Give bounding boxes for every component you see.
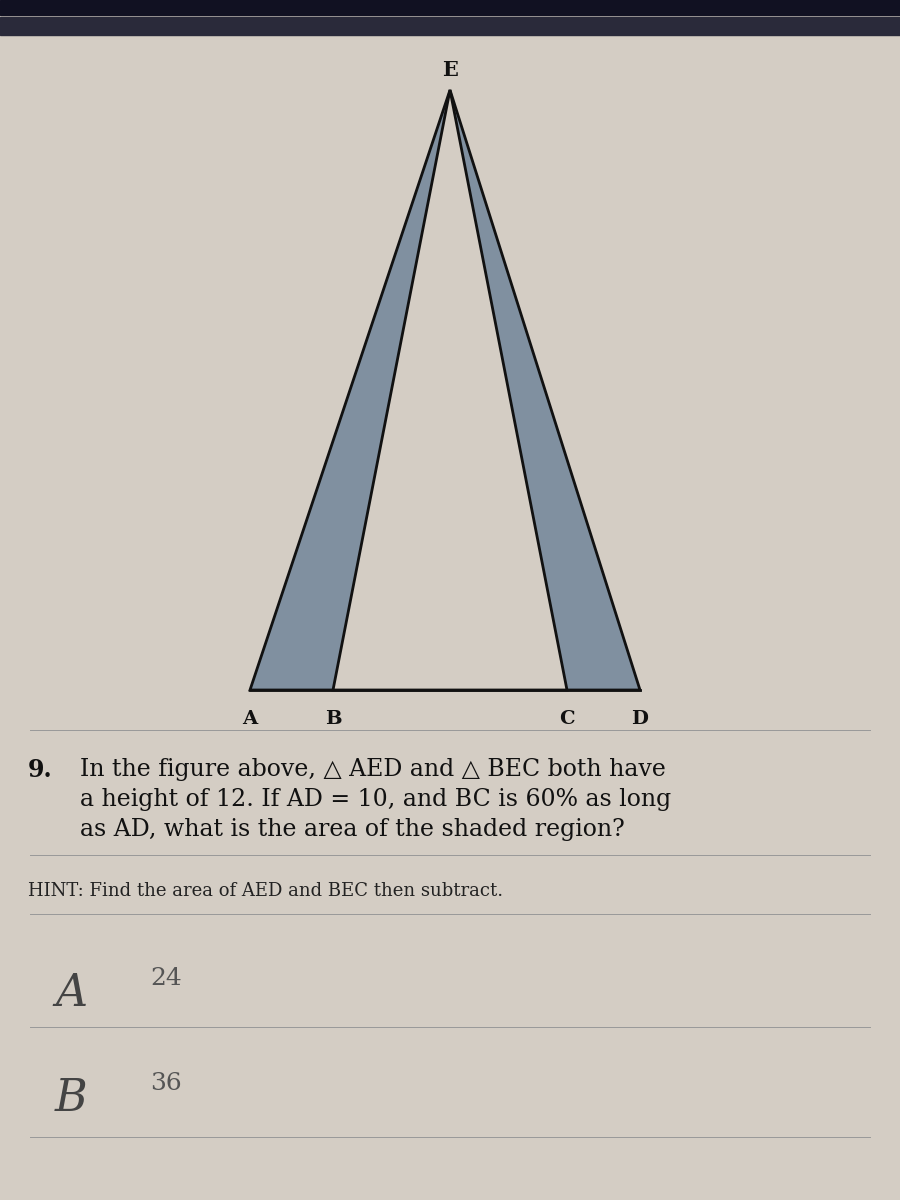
- Text: as AD, what is the area of the shaded region?: as AD, what is the area of the shaded re…: [80, 818, 625, 841]
- Text: 36: 36: [150, 1072, 182, 1094]
- Text: a height of 12. If AD = 10, and BC is 60% as long: a height of 12. If AD = 10, and BC is 60…: [80, 788, 671, 811]
- Text: B: B: [325, 710, 341, 728]
- Text: B: B: [55, 1078, 88, 1120]
- Text: HINT: Find the area of AED and BEC then subtract.: HINT: Find the area of AED and BEC then …: [28, 882, 503, 900]
- Text: E: E: [442, 60, 458, 80]
- Bar: [0, 0, 900, 14]
- Polygon shape: [250, 90, 640, 690]
- Text: 24: 24: [150, 967, 182, 990]
- Text: D: D: [632, 710, 649, 728]
- Text: C: C: [559, 710, 575, 728]
- Text: A: A: [242, 710, 257, 728]
- Text: 9.: 9.: [28, 758, 52, 782]
- Polygon shape: [333, 90, 567, 690]
- Bar: [0, 17, 900, 35]
- Text: In the figure above, △ AED and △ BEC both have: In the figure above, △ AED and △ BEC bot…: [80, 758, 666, 781]
- Text: A: A: [55, 972, 87, 1015]
